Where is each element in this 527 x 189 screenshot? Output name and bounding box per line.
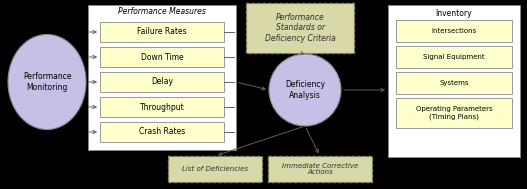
Bar	[100, 22, 224, 42]
Text: Crash Rates: Crash Rates	[139, 128, 185, 136]
Bar	[396, 72, 512, 94]
Ellipse shape	[8, 35, 86, 129]
Bar	[100, 72, 224, 92]
Bar	[388, 5, 520, 157]
Bar	[396, 20, 512, 42]
Text: Failure Rates: Failure Rates	[137, 28, 187, 36]
Bar	[268, 156, 372, 182]
Text: Performance
Standards or
Deficiency Criteria: Performance Standards or Deficiency Crit…	[265, 13, 335, 43]
Text: Signal Equipment: Signal Equipment	[423, 54, 485, 60]
Bar	[100, 47, 224, 67]
Text: Deficiency
Analysis: Deficiency Analysis	[285, 80, 325, 100]
Text: Delay: Delay	[151, 77, 173, 87]
Text: Operating Parameters
(Timing Plans): Operating Parameters (Timing Plans)	[416, 106, 492, 120]
Text: List of Deficiencies: List of Deficiencies	[182, 166, 248, 172]
Text: Down Time: Down Time	[141, 53, 183, 61]
Text: Performance
Monitoring: Performance Monitoring	[23, 72, 71, 92]
Text: Systems: Systems	[439, 80, 469, 86]
Bar	[396, 46, 512, 68]
Bar	[246, 3, 354, 53]
Text: Intersections: Intersections	[432, 28, 476, 34]
Text: Throughput: Throughput	[140, 102, 184, 112]
Bar	[168, 156, 262, 182]
Bar	[100, 97, 224, 117]
Bar	[88, 5, 236, 150]
Text: Performance Measures: Performance Measures	[118, 8, 206, 16]
Bar	[396, 98, 512, 128]
Text: Immediate Corrective
Actions: Immediate Corrective Actions	[282, 163, 358, 176]
Text: Inventory: Inventory	[436, 9, 472, 18]
Bar	[100, 122, 224, 142]
Ellipse shape	[269, 54, 341, 126]
